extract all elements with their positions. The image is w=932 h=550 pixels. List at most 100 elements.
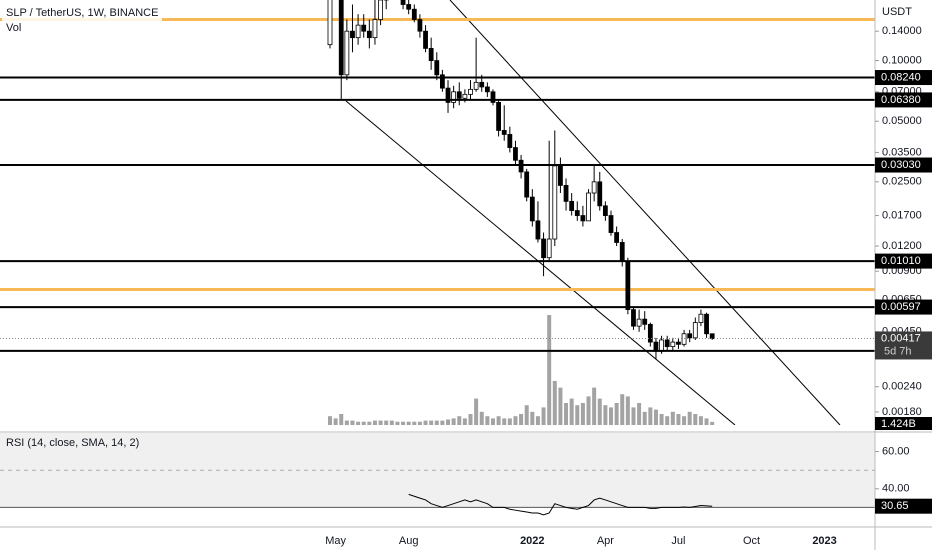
- volume-bar: [665, 416, 670, 425]
- y-tick-label: 0.10000: [882, 55, 922, 67]
- candle-body: [468, 88, 473, 95]
- candle-body: [417, 19, 423, 32]
- rsi-value-tag: [875, 498, 932, 514]
- volume-bar: [350, 420, 355, 425]
- level-tag: [875, 299, 932, 315]
- candle-body: [659, 339, 664, 352]
- volume-bar: [597, 398, 602, 425]
- volume-bar: [490, 418, 495, 425]
- level-label: 0.01010: [881, 255, 921, 267]
- candle-body: [338, 0, 344, 76]
- volume-bar: [653, 409, 658, 425]
- volume-bar: [446, 419, 451, 425]
- volume-bar: [575, 405, 580, 425]
- candle-body: [462, 93, 468, 99]
- candle-body: [692, 322, 698, 339]
- candle-body: [473, 81, 479, 90]
- candle-body: [355, 24, 361, 39]
- volume-bar: [530, 411, 535, 425]
- candle-body: [597, 181, 603, 207]
- candle-body: [529, 196, 535, 222]
- volume-bar: [429, 420, 434, 425]
- candle-body: [642, 318, 648, 325]
- candle-body: [451, 91, 457, 103]
- candle-body: [378, 0, 383, 20]
- level-label: 0.06380: [881, 94, 921, 106]
- level-tag: [875, 157, 932, 173]
- price-pane: [0, 0, 875, 425]
- volume-bar: [378, 420, 383, 425]
- volume-bar: [710, 421, 715, 425]
- x-tick-label: 2022: [520, 535, 544, 547]
- volume-bar: [462, 418, 467, 425]
- volume-bar: [580, 403, 585, 425]
- channel-lower: [345, 100, 736, 425]
- candle-body: [558, 165, 563, 186]
- volume-bar: [372, 420, 377, 425]
- volume-bar: [440, 420, 445, 425]
- volume-bar: [451, 418, 456, 425]
- volume-title: Vol: [6, 22, 21, 34]
- x-tick-label: 2023: [812, 535, 836, 547]
- volume-bar: [339, 414, 344, 425]
- rsi-pane: [0, 433, 875, 516]
- volume-tag: [875, 417, 932, 430]
- candle-body: [591, 181, 597, 194]
- candle-body: [507, 134, 513, 148]
- volume-bar: [519, 414, 524, 425]
- volume-bar: [485, 416, 490, 425]
- candle-body: [704, 313, 709, 335]
- candle-body: [366, 30, 372, 39]
- candle-body: [631, 309, 636, 327]
- volume-label: 1.424B: [881, 418, 916, 430]
- candle-body: [676, 341, 681, 345]
- x-tick-label: Jul: [671, 535, 685, 547]
- candle-body: [698, 313, 704, 323]
- candle-body: [456, 91, 462, 99]
- volume-bar: [507, 418, 512, 425]
- legend-bg: [2, 3, 162, 33]
- volume-bar: [552, 381, 557, 425]
- volume-bar: [547, 315, 552, 425]
- candle-body: [687, 333, 693, 339]
- volume-bar: [558, 387, 563, 425]
- rsi-tick-label: 60.00: [882, 446, 910, 458]
- y-tick-label: 0.14000: [882, 25, 922, 37]
- level-tag: [875, 253, 932, 269]
- last-price-label: 0.00417: [881, 332, 921, 344]
- volume-bar: [361, 421, 366, 425]
- candle-body: [350, 30, 355, 39]
- x-tick-label: May: [325, 535, 346, 547]
- candle-body: [518, 159, 524, 173]
- currency: USDT: [882, 6, 912, 18]
- volume-bar: [693, 414, 698, 425]
- volume-bar: [513, 416, 518, 425]
- candle-body: [709, 333, 715, 339]
- volume-bar: [328, 416, 332, 425]
- candle-body: [513, 147, 518, 161]
- y-tick-label: 0.01200: [882, 240, 922, 252]
- volume-bar: [586, 396, 591, 425]
- candle-body: [400, 0, 406, 5]
- candle-body: [586, 192, 591, 222]
- volume-bar: [670, 411, 675, 425]
- rsi-title: RSI (14, close, SMA, 14, 2): [6, 437, 139, 449]
- volume-bar: [401, 421, 406, 425]
- candle-body: [496, 102, 502, 131]
- candle-body: [535, 220, 541, 240]
- volume-bar: [614, 403, 619, 425]
- volume-bar: [682, 416, 687, 425]
- volume-bar: [631, 407, 636, 425]
- volume-bar: [648, 407, 653, 425]
- candle-body: [484, 86, 490, 93]
- y-tick-label: 0.02500: [882, 176, 922, 188]
- y-tick-label: 0.05000: [882, 115, 922, 127]
- volume-bar: [541, 407, 546, 425]
- volume-bar: [474, 398, 479, 425]
- y-tick-label: 0.00180: [882, 406, 922, 418]
- candle-body: [490, 91, 496, 103]
- rsi-line: [408, 493, 713, 516]
- candle-body: [614, 232, 620, 243]
- candle-body: [602, 205, 608, 216]
